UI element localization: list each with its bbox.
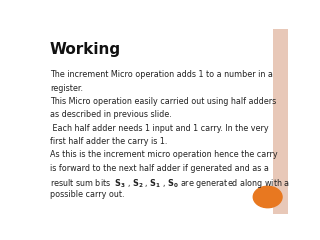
Circle shape xyxy=(253,186,282,208)
Text: Working: Working xyxy=(50,42,121,57)
Text: As this is the increment micro operation hence the carry: As this is the increment micro operation… xyxy=(50,150,277,159)
Text: as described in previous slide.: as described in previous slide. xyxy=(50,110,172,119)
Text: is forward to the next half adder if generated and as a: is forward to the next half adder if gen… xyxy=(50,163,269,173)
Text: Each half adder needs 1 input and 1 carry. In the very: Each half adder needs 1 input and 1 carr… xyxy=(50,124,268,133)
Text: possible carry out.: possible carry out. xyxy=(50,190,124,199)
Text: This Micro operation easily carried out using half adders: This Micro operation easily carried out … xyxy=(50,97,276,106)
Text: register.: register. xyxy=(50,84,83,93)
Text: result sum bits  $\mathbf{S_3}$ , $\mathbf{S_2}$ , $\mathbf{S_1}$ , $\mathbf{S_0: result sum bits $\mathbf{S_3}$ , $\mathb… xyxy=(50,177,290,190)
Text: The increment Micro operation adds 1 to a number in a: The increment Micro operation adds 1 to … xyxy=(50,70,273,79)
FancyBboxPatch shape xyxy=(273,29,288,214)
Text: first half adder the carry is 1.: first half adder the carry is 1. xyxy=(50,137,167,146)
